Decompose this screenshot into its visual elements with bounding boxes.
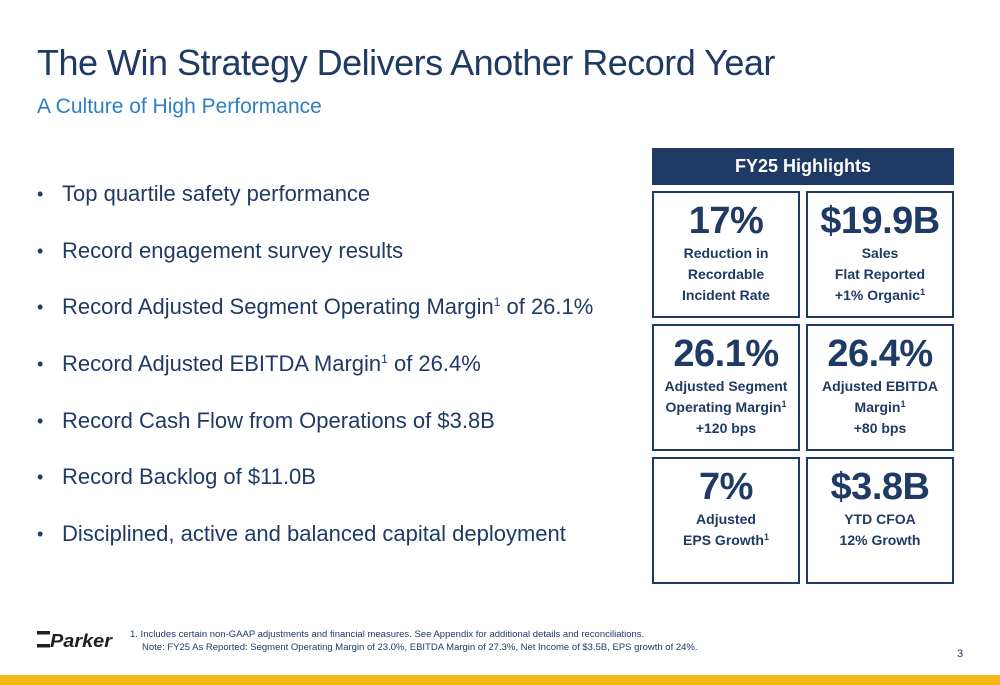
parker-logo: Parker (37, 631, 113, 651)
logo-bar-bottom (37, 644, 50, 648)
highlight-value: 17% (688, 200, 764, 242)
highlight-label-text: Operating Margin (665, 399, 782, 415)
logo-bar-top (37, 631, 50, 635)
highlight-label-text: +1% Organic (834, 287, 921, 303)
highlight-label: Reduction in (683, 245, 769, 261)
bullet-text: Top quartile safety performance (62, 181, 371, 206)
highlight-label: 12% Growth (839, 532, 921, 548)
highlight-value: $19.9B (820, 200, 940, 242)
highlight-card-sales: $19.9B Sales Flat Reported +1% Organic1 (806, 191, 954, 318)
highlight-label: +1% Organic1 (808, 285, 952, 306)
highlight-card-segment-margin: 26.1% Adjusted Segment Operating Margin1… (652, 324, 800, 451)
highlight-card-cfoa: $3.8B YTD CFOA 12% Growth (806, 457, 954, 584)
highlight-value: 26.1% (673, 333, 779, 375)
footnote-marker: 1 (381, 352, 388, 367)
highlight-label: YTD CFOA (844, 511, 916, 527)
bottom-accent-bar (0, 675, 1000, 685)
bullet-item: • Record Cash Flow from Operations of $3.… (37, 405, 593, 462)
bullet-dot: • (37, 297, 44, 318)
highlight-label: Adjusted Segment (664, 378, 788, 394)
bullet-dot: • (37, 467, 44, 488)
bullet-dot: • (37, 184, 44, 204)
highlight-value: 7% (699, 466, 753, 508)
bullet-dot: • (37, 410, 44, 431)
bullet-list: • Top quartile safety performance • Record… (37, 178, 593, 575)
bullet-text: Record engagement survey results (62, 237, 404, 263)
bullet-dot: • (37, 354, 44, 375)
page-number: 3 (957, 648, 964, 660)
page-subtitle: A Culture of High Performance (37, 95, 322, 118)
highlights-heading: FY25 Highlights (652, 148, 954, 185)
bullet-item: • Record Adjusted EBITDA Margin1 of 26.4% (37, 348, 593, 405)
footnote-marker: 1 (900, 399, 906, 409)
footnote-marker: 1 (781, 399, 787, 409)
footnote-marker: 1 (763, 532, 769, 542)
bullet-item: • Record Adjusted Segment Operating Margi… (37, 291, 593, 348)
highlight-label: EPS Growth1 (654, 530, 798, 551)
bullet-text: Disciplined, active and balanced capital… (62, 521, 566, 547)
footnote-marker: 1 (920, 287, 926, 297)
highlight-label-text: Margin (854, 399, 901, 415)
highlight-card-eps: 7% Adjusted EPS Growth1 (652, 457, 800, 584)
highlight-label: Flat Reported (834, 266, 926, 282)
highlight-label: Adjusted (696, 511, 756, 527)
highlight-label: Operating Margin1 (654, 397, 798, 418)
bullet-dot: • (37, 240, 44, 261)
page-title: The Win Strategy Delivers Another Record… (37, 42, 775, 83)
bullet-dot: • (37, 524, 44, 545)
highlight-label: Margin1 (808, 397, 952, 418)
bullet-text: Record Adjusted Segment Operating Margin (62, 294, 494, 320)
highlight-card-safety: 17% Reduction in Recordable Incident Rat… (652, 191, 800, 318)
highlight-label: Adjusted EBITDA (822, 378, 938, 394)
bullet-item: • Top quartile safety performance (37, 178, 593, 235)
bullet-text: of 26.1% (500, 294, 594, 320)
bullet-item: • Record engagement survey results (37, 235, 593, 292)
footnote-line: 1. Includes certain non-GAAP adjustments… (130, 629, 645, 640)
bullet-item: • Record Backlog of $11.0B (37, 461, 593, 518)
bullet-text: Record Cash Flow from Operations of $3.8… (62, 407, 495, 433)
bullet-text: Record Adjusted EBITDA Margin (62, 351, 382, 377)
bullet-item: • Disciplined, active and balanced capita… (37, 518, 593, 575)
highlight-value: $3.8B (830, 466, 930, 508)
footnote-marker: 1 (493, 295, 501, 310)
footnote: 1. Includes certain non-GAAP adjustments… (130, 628, 698, 654)
highlight-value: 26.4% (827, 333, 933, 375)
highlight-label-text: EPS Growth (683, 532, 764, 548)
footnote-note: Note: FY25 As Reported: Segment Operatin… (142, 642, 698, 653)
highlight-label: Recordable (687, 266, 765, 282)
highlight-label: +80 bps (853, 420, 907, 436)
highlight-card-ebitda-margin: 26.4% Adjusted EBITDA Margin1 +80 bps (806, 324, 954, 451)
logo-wordmark: Parker (50, 631, 113, 651)
bullet-text: Record Backlog of $11.0B (62, 464, 316, 490)
highlight-label: +120 bps (695, 420, 757, 436)
highlight-label: Incident Rate (682, 287, 770, 303)
bullet-text: of 26.4% (387, 351, 481, 377)
highlight-label: Sales (861, 245, 899, 261)
